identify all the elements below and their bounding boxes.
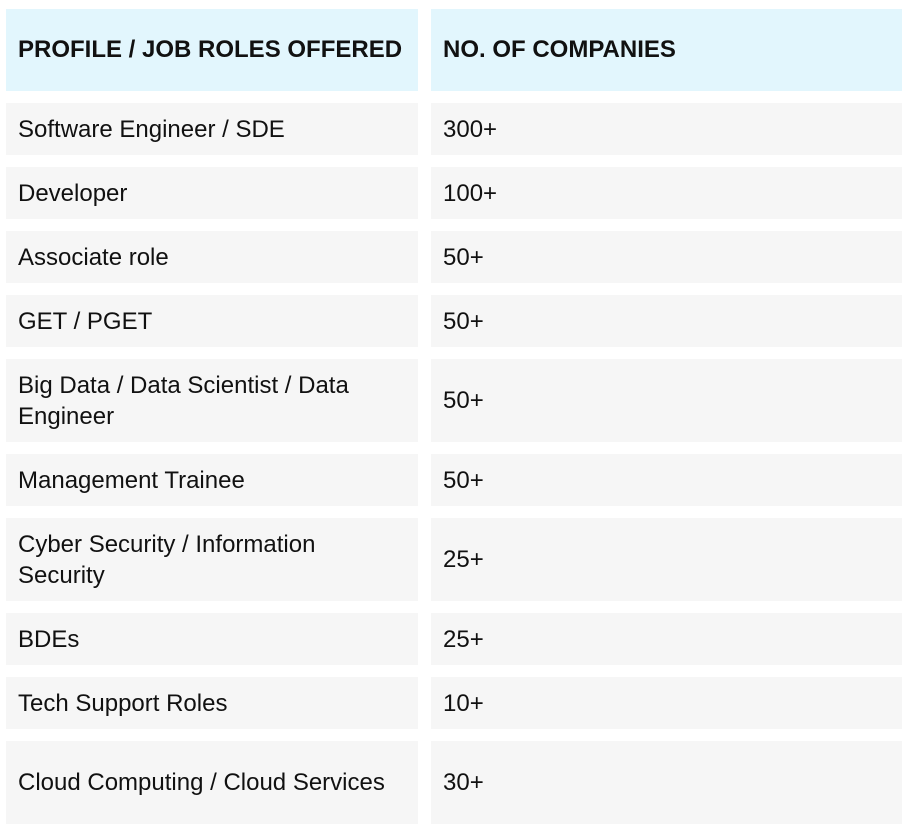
company-count-cell: 50+ xyxy=(431,231,902,283)
table-row: Big Data / Data Scientist / Data Enginee… xyxy=(6,359,909,442)
role-cell: Cloud Computing / Cloud Services xyxy=(6,741,418,824)
company-count-cell: 50+ xyxy=(431,295,902,347)
company-count-cell: 30+ xyxy=(431,741,902,824)
role-cell: Tech Support Roles xyxy=(6,677,418,729)
role-cell: Management Trainee xyxy=(6,454,418,506)
role-cell: Cyber Security / Information Security xyxy=(6,518,418,601)
table-header-row: PROFILE / JOB ROLES OFFERED NO. OF COMPA… xyxy=(6,9,909,91)
table-row: Tech Support Roles 10+ xyxy=(6,677,909,729)
company-count-cell: 50+ xyxy=(431,454,902,506)
role-cell: Associate role xyxy=(6,231,418,283)
company-count-cell: 50+ xyxy=(431,359,902,442)
table-row: Cloud Computing / Cloud Services 30+ xyxy=(6,741,909,824)
company-count-cell: 300+ xyxy=(431,103,902,155)
table-row: GET / PGET 50+ xyxy=(6,295,909,347)
header-no-of-companies: NO. OF COMPANIES xyxy=(431,9,902,91)
role-cell: Software Engineer / SDE xyxy=(6,103,418,155)
table-row: Developer 100+ xyxy=(6,167,909,219)
role-cell: BDEs xyxy=(6,613,418,665)
table-row: Associate role 50+ xyxy=(6,231,909,283)
company-count-cell: 100+ xyxy=(431,167,902,219)
table-row: BDEs 25+ xyxy=(6,613,909,665)
company-count-cell: 25+ xyxy=(431,613,902,665)
role-cell: GET / PGET xyxy=(6,295,418,347)
table-row: Cyber Security / Information Security 25… xyxy=(6,518,909,601)
header-profile-job-roles: PROFILE / JOB ROLES OFFERED xyxy=(6,9,418,91)
role-cell: Developer xyxy=(6,167,418,219)
table-row: Software Engineer / SDE 300+ xyxy=(6,103,909,155)
table-row: Management Trainee 50+ xyxy=(6,454,909,506)
role-cell: Big Data / Data Scientist / Data Enginee… xyxy=(6,359,418,442)
company-count-cell: 25+ xyxy=(431,518,902,601)
company-count-cell: 10+ xyxy=(431,677,902,729)
